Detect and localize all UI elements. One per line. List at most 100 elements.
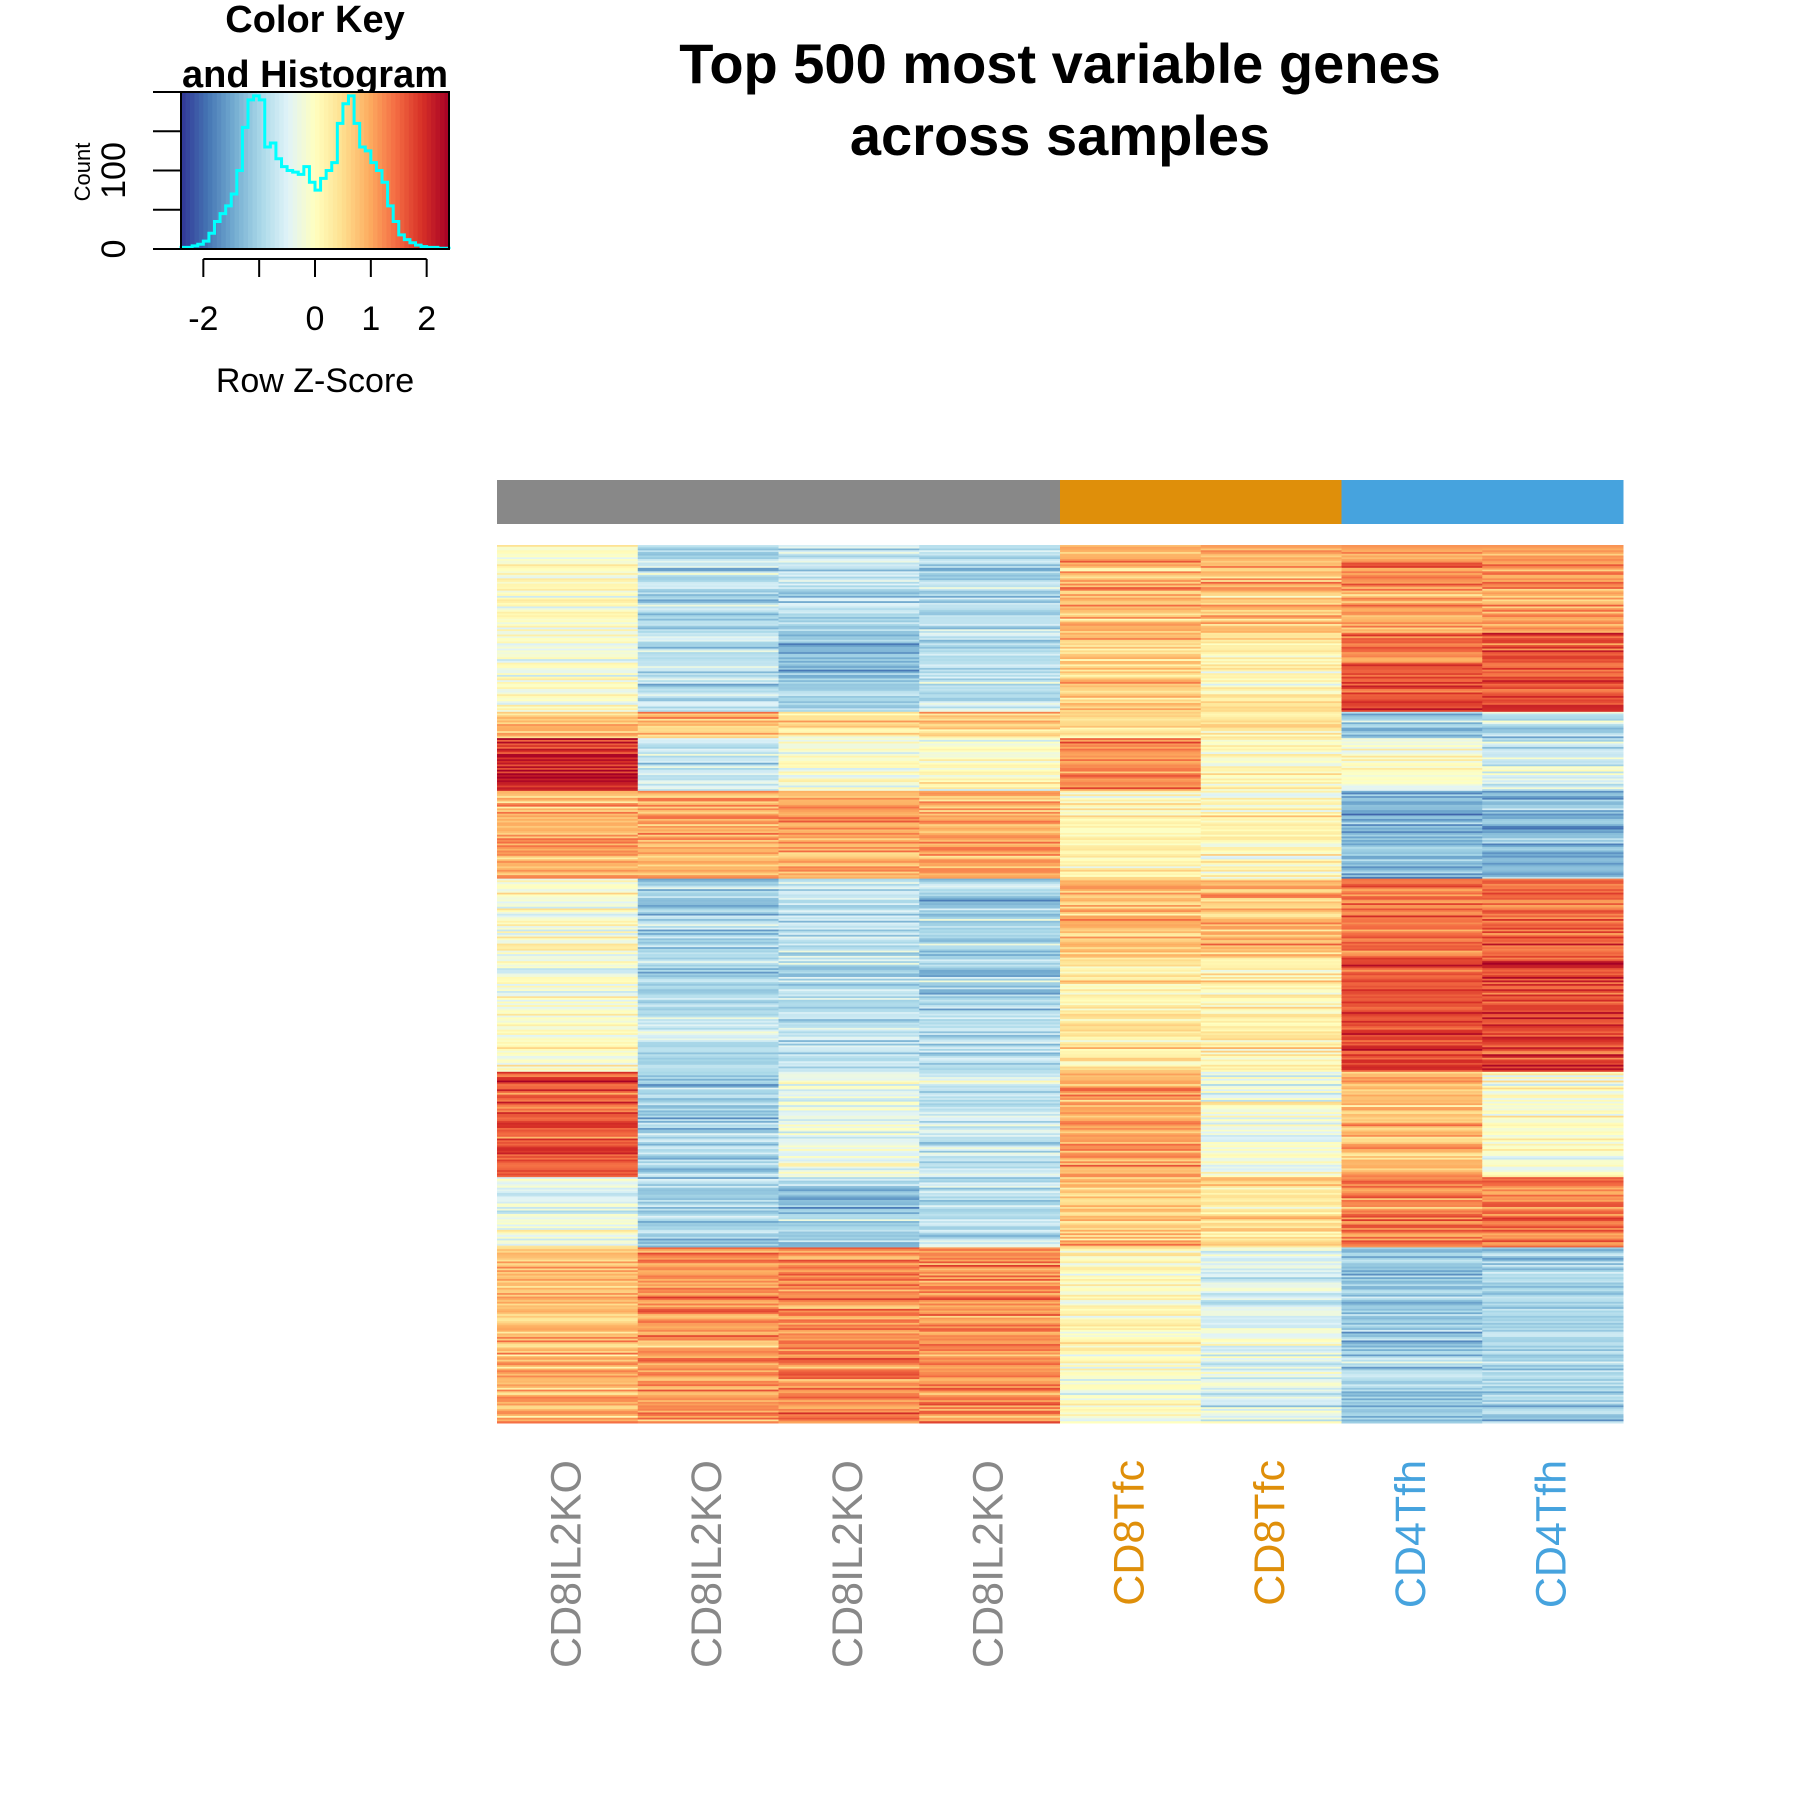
- heatmap-cell: [778, 1361, 920, 1364]
- heatmap-cell: [1341, 957, 1483, 960]
- heatmap-cell: [637, 1386, 779, 1389]
- heatmap-cell: [778, 1010, 920, 1013]
- heatmap-cell: [1060, 546, 1202, 550]
- heatmap-cell: [1341, 1024, 1483, 1027]
- heatmap-cell: [1482, 629, 1624, 632]
- heatmap-cell: [497, 1196, 639, 1199]
- heatmap-cell: [1060, 1308, 1202, 1312]
- heatmap-cell: [497, 634, 639, 637]
- heatmap-cell: [1341, 1268, 1483, 1271]
- heatmap-cell: [1341, 1078, 1483, 1082]
- heatmap-cell: [1341, 571, 1483, 574]
- heatmap-cell: [1482, 746, 1624, 750]
- heatmap-cell: [1200, 1233, 1342, 1236]
- heatmap-cell: [1060, 1064, 1202, 1068]
- heatmap-cell: [919, 861, 1061, 864]
- heatmap-cell: [1341, 936, 1483, 939]
- heatmap-cell: [1482, 685, 1624, 688]
- heatmap-cell: [1200, 1005, 1342, 1008]
- heatmap-cell: [1060, 852, 1202, 855]
- heatmap-cell: [1482, 1336, 1624, 1340]
- heatmap-cell: [919, 764, 1061, 767]
- heatmap-cell: [1341, 1326, 1483, 1329]
- color-key-swatch: [350, 92, 356, 249]
- heatmap-cell: [1482, 613, 1624, 616]
- heatmap-cell: [497, 771, 639, 774]
- heatmap-cell: [1200, 685, 1342, 688]
- heatmap-cell: [497, 611, 639, 614]
- heatmap-cell: [637, 671, 779, 674]
- heatmap-cell: [778, 1207, 920, 1210]
- heatmap-cell: [1200, 889, 1342, 892]
- heatmap-cell: [637, 569, 779, 572]
- heatmap-cell: [778, 1178, 920, 1182]
- heatmap-cell: [1341, 1212, 1483, 1215]
- heatmap-cell: [1200, 780, 1342, 783]
- heatmap-cell: [637, 697, 779, 701]
- heatmap-cell: [1060, 1173, 1202, 1176]
- heatmap-cell: [637, 778, 779, 781]
- heatmap-cell: [778, 608, 920, 611]
- heatmap-cell: [1060, 1414, 1202, 1417]
- heatmap-cell: [1341, 725, 1483, 729]
- heatmap-cell: [497, 1275, 639, 1278]
- heatmap-cell: [919, 998, 1061, 1001]
- heatmap-cell: [919, 1106, 1061, 1110]
- heatmap-cell: [1060, 722, 1202, 725]
- heatmap-cell: [497, 734, 639, 737]
- heatmap-cell: [778, 1061, 920, 1064]
- heatmap-cell: [637, 848, 779, 852]
- heatmap-cell: [1341, 1157, 1483, 1161]
- heatmap-cell: [637, 601, 779, 604]
- heatmap-cell: [778, 699, 920, 702]
- heatmap-cell: [1482, 1075, 1624, 1078]
- heatmap-cell: [1060, 611, 1202, 614]
- heatmap-cell: [919, 855, 1061, 859]
- heatmap-cell: [1341, 768, 1483, 771]
- heatmap-cell: [637, 673, 779, 676]
- heatmap-cell: [497, 762, 639, 765]
- heatmap-cell: [1341, 883, 1483, 887]
- heatmap-cell: [778, 587, 920, 590]
- heatmap-cell: [1060, 957, 1202, 960]
- color-key-title-line-2: and Histogram: [182, 54, 448, 96]
- heatmap-cell: [1482, 1235, 1624, 1238]
- heatmap-cell: [1482, 838, 1624, 841]
- heatmap-cell: [1200, 1300, 1342, 1303]
- heatmap-cell: [778, 985, 920, 989]
- heatmap-cell: [919, 1140, 1061, 1143]
- heatmap-cell: [919, 920, 1061, 924]
- heatmap-cell: [1200, 1412, 1342, 1415]
- heatmap-cell: [919, 548, 1061, 551]
- heatmap-cell: [1482, 1273, 1624, 1276]
- heatmap-cell: [1482, 994, 1624, 997]
- heatmap-cell: [1060, 1214, 1202, 1217]
- heatmap-cell: [497, 985, 639, 989]
- heatmap-cell: [497, 696, 639, 699]
- heatmap-cell: [497, 1087, 639, 1090]
- heatmap-cell: [637, 688, 779, 692]
- heatmap-cell: [919, 1085, 1061, 1089]
- heatmap-cell: [1200, 897, 1342, 901]
- heatmap-cell: [637, 896, 779, 899]
- heatmap-cell: [497, 704, 639, 708]
- heatmap-cell: [919, 1013, 1061, 1017]
- heatmap-cell: [637, 1142, 779, 1145]
- heatmap-cell: [778, 810, 920, 813]
- heatmap-cell: [637, 1063, 779, 1066]
- heatmap-cell: [1060, 1410, 1202, 1413]
- heatmap-cell: [637, 1070, 779, 1073]
- heatmap-cell: [497, 1310, 639, 1313]
- heatmap-cell: [778, 875, 920, 878]
- heatmap-cell: [778, 652, 920, 655]
- heatmap-cell: [1060, 1289, 1202, 1292]
- heatmap-cell: [919, 1387, 1061, 1391]
- heatmap-cell: [637, 838, 779, 841]
- heatmap-cell: [919, 1352, 1061, 1356]
- heatmap-cell: [1482, 776, 1624, 780]
- heatmap-cell: [1482, 957, 1624, 960]
- heatmap-cell: [919, 919, 1061, 922]
- heatmap-cell: [778, 948, 920, 952]
- heatmap-cell: [1482, 1182, 1624, 1185]
- heatmap-cell: [1060, 587, 1202, 590]
